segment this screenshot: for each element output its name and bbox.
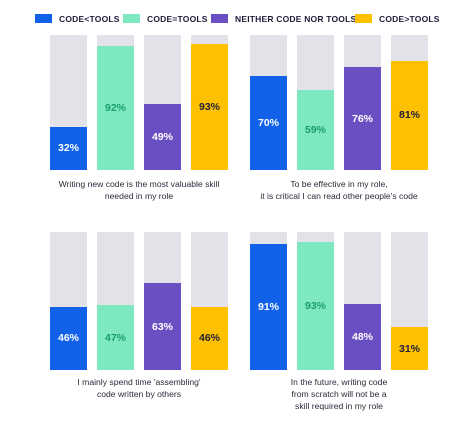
bar-neither <box>144 103 181 170</box>
chart-caption-line: To be effective in my role, <box>290 179 388 189</box>
bar-code-greater-tools <box>391 327 428 370</box>
bar-code-less-tools <box>50 306 87 370</box>
bar-value-label-code-greater-tools: 46% <box>198 332 220 345</box>
bar-value-label-code-equal-tools: 47% <box>104 331 126 344</box>
legend: CODE<TOOLS CODE=TOOLS NEITHER CODE NOR T… <box>0 0 474 30</box>
legend-swatch-code-equal-tools <box>123 14 140 23</box>
legend-label-code-greater-tools: CODE>TOOLS <box>379 14 440 24</box>
bar-value-label-code-less-tools: 46% <box>57 332 79 345</box>
legend-label-code-equal-tools: CODE=TOOLS <box>147 14 208 24</box>
bar-code-equal-tools <box>297 90 334 170</box>
bar-neither <box>344 303 381 370</box>
bar-code-equal-tools <box>97 45 134 170</box>
chart-caption-line: Writing new code is the most valuable sk… <box>58 179 220 189</box>
bar-code-greater-tools <box>191 306 228 370</box>
bar-value-label-code-equal-tools: 59% <box>304 124 326 137</box>
chart-caption-line: code written by others <box>96 389 182 399</box>
bar-value-label-code-equal-tools: 93% <box>304 299 326 312</box>
bar-value-label-neither: 76% <box>351 112 373 125</box>
bar-value-label-neither: 48% <box>351 330 373 343</box>
bar-value-label-code-less-tools: 70% <box>257 116 279 129</box>
bar-value-label-neither: 49% <box>151 130 173 143</box>
chart-caption-line: needed in my role <box>104 191 174 201</box>
legend-swatch-neither <box>211 14 228 23</box>
chart-caption-line: In the future, writing code <box>290 377 388 387</box>
bar-value-label-code-greater-tools: 93% <box>198 101 220 114</box>
bar-neither <box>144 283 181 370</box>
legend-label-neither: NEITHER CODE NOR TOOLS <box>235 14 357 24</box>
bar-value-label-code-greater-tools: 81% <box>398 109 420 122</box>
chart-caption: In the future, writing code from scratch … <box>230 376 448 412</box>
bar-code-less-tools <box>250 75 287 170</box>
chart-caption: To be effective in my role, it is critica… <box>230 178 448 202</box>
chart-caption-line: I mainly spend time 'assembling' <box>77 377 201 387</box>
bar-code-greater-tools <box>391 60 428 170</box>
bar-neither <box>344 67 381 170</box>
bar-value-label-code-equal-tools: 92% <box>104 101 126 114</box>
bar-value-label-code-less-tools: 32% <box>57 142 79 155</box>
chart-caption-line: skill required in my role <box>295 401 383 411</box>
bar-value-label-code-greater-tools: 31% <box>398 342 420 355</box>
bar-code-equal-tools <box>97 305 134 370</box>
legend-label-code-less-tools: CODE<TOOLS <box>59 14 120 24</box>
bar-value-label-code-less-tools: 91% <box>257 301 279 314</box>
chart-caption: Writing new code is the most valuable sk… <box>30 178 248 202</box>
bar-code-less-tools <box>250 244 287 370</box>
chart-caption-line: from scratch will not be a <box>291 389 387 399</box>
chart-caption: I mainly spend time 'assembling' code wri… <box>30 376 248 400</box>
legend-swatch-code-greater-tools <box>355 14 372 23</box>
bar-code-equal-tools <box>297 241 334 370</box>
chart-caption-line: it is critical I can read other people's… <box>260 191 418 201</box>
bar-code-less-tools <box>50 126 87 170</box>
bar-value-label-neither: 63% <box>151 320 173 333</box>
bar-code-greater-tools <box>191 44 228 170</box>
legend-swatch-code-less-tools <box>35 14 52 23</box>
